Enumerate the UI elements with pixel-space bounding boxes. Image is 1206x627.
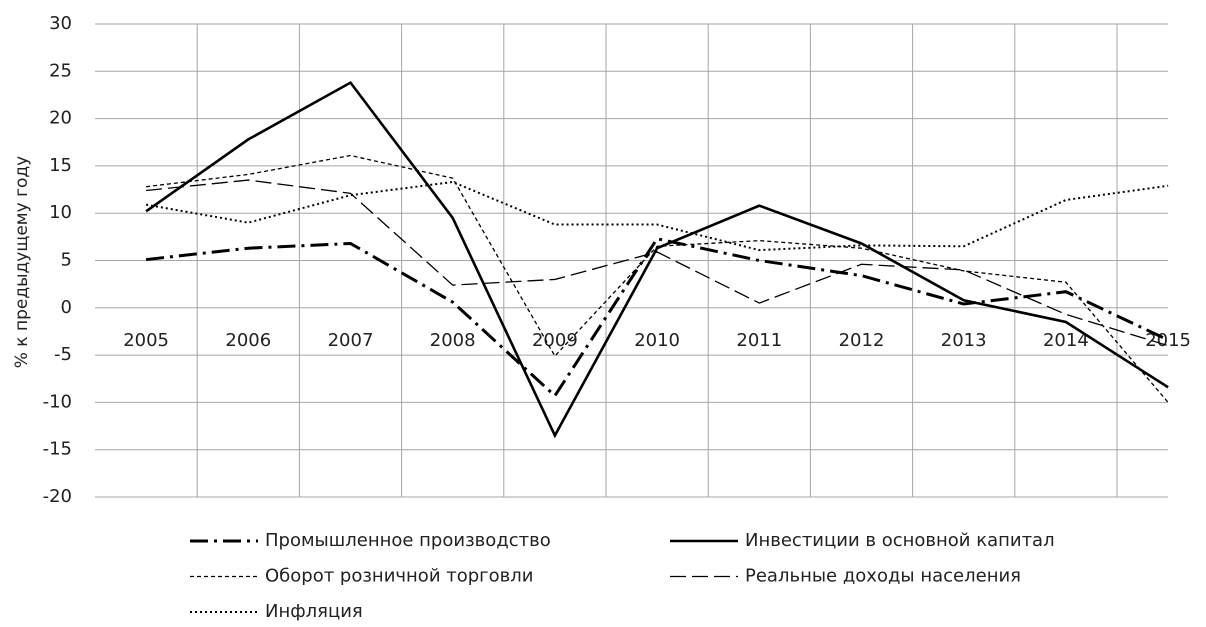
x-tick-label: 2006 xyxy=(225,330,271,351)
x-tick-label: 2012 xyxy=(839,330,885,351)
x-tick-label: 2013 xyxy=(941,330,987,351)
x-tick-label: 2005 xyxy=(123,330,169,351)
series-line xyxy=(145,180,1169,252)
x-tick-label: 2011 xyxy=(736,330,782,351)
x-tick-label: 2014 xyxy=(1043,330,1089,351)
x-tick-label: 2008 xyxy=(430,330,476,351)
y-tick-label: 5 xyxy=(61,250,72,271)
series-line xyxy=(146,179,1169,347)
y-tick-label: -10 xyxy=(43,391,72,412)
legend-label: Промышленное производство xyxy=(265,530,551,551)
y-tick-label: 15 xyxy=(49,155,72,176)
y-tick-label: 0 xyxy=(61,297,72,318)
y-tick-label: -5 xyxy=(54,344,72,365)
y-tick-label: 10 xyxy=(49,202,72,223)
series-line xyxy=(145,80,1169,439)
series-line xyxy=(145,237,1169,399)
x-tick-label: 2009 xyxy=(532,330,578,351)
series-line xyxy=(146,154,1169,403)
y-tick-label: 20 xyxy=(49,108,72,129)
y-tick-label: -20 xyxy=(43,486,72,507)
y-tick-label: 25 xyxy=(49,60,72,81)
legend-label: Инвестиции в основной капитал xyxy=(745,530,1055,551)
legend-label: Реальные доходы населения xyxy=(745,566,1021,587)
y-axis-title: % к предыдущему году xyxy=(12,156,32,369)
y-tick-label: -15 xyxy=(43,439,72,460)
x-tick-label: 2010 xyxy=(634,330,680,351)
legend-label: Инфляция xyxy=(265,601,363,622)
x-tick-label: 2007 xyxy=(328,330,374,351)
y-tick-label: 30 xyxy=(49,13,72,34)
legend-label: Оборот розничной торговли xyxy=(265,566,533,587)
